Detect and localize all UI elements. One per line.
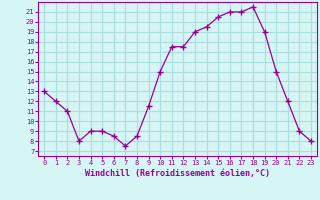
X-axis label: Windchill (Refroidissement éolien,°C): Windchill (Refroidissement éolien,°C) <box>85 169 270 178</box>
